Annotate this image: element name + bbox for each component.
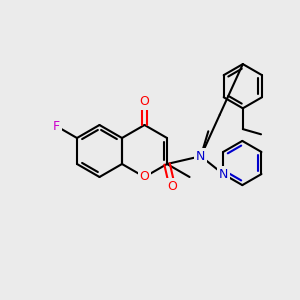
Text: O: O [167,180,177,193]
Text: N: N [196,150,206,163]
Text: O: O [140,95,149,108]
Text: N: N [218,168,228,181]
Text: F: F [53,120,60,133]
Text: O: O [140,170,149,184]
